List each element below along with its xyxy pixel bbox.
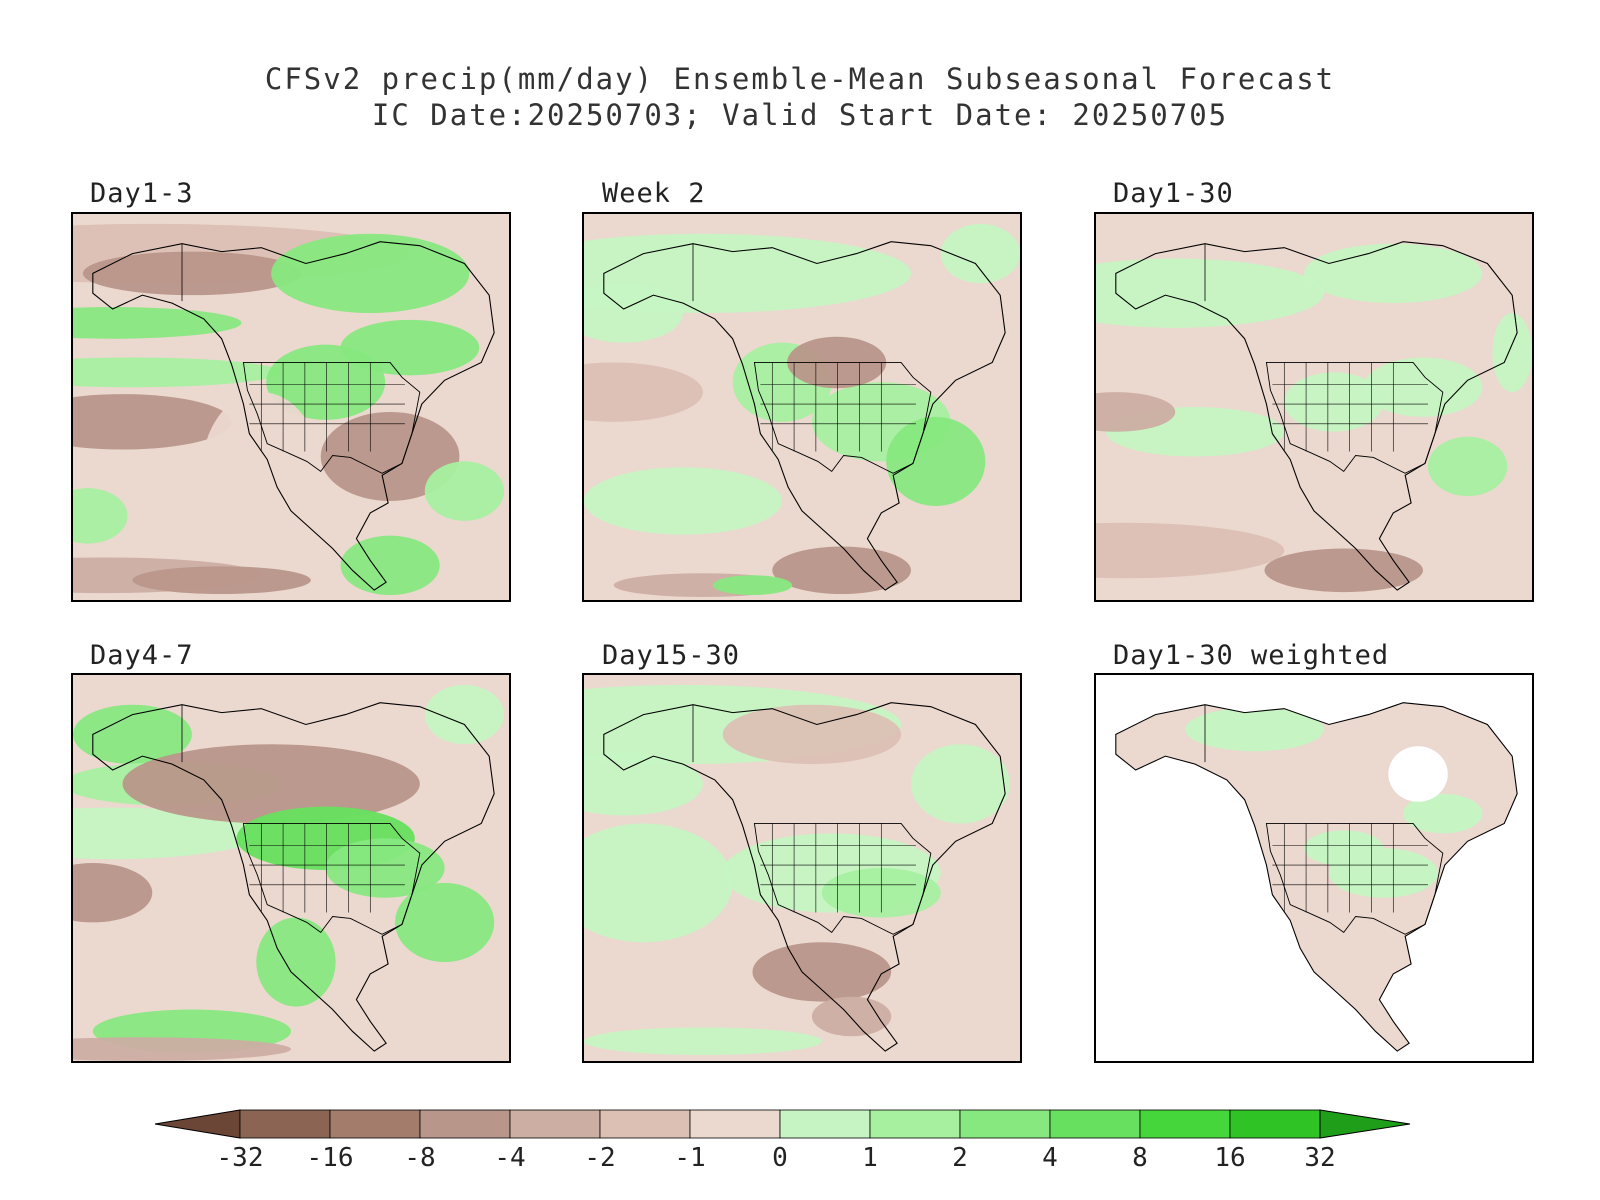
- map-panel-week2: [582, 212, 1022, 602]
- panel-label-day15-30: Day15-30: [602, 640, 741, 671]
- colorbar-tick-label: 0: [772, 1143, 788, 1173]
- colorbar-tick-label: 4: [1042, 1143, 1058, 1173]
- colorbar-tick-label: -4: [494, 1143, 525, 1173]
- colorbar-box: [239, 1109, 331, 1139]
- chart-title-line2: IC Date:20250703; Valid Start Date: 2025…: [371, 98, 1229, 132]
- panel-label-day4-7: Day4-7: [90, 640, 194, 671]
- colorbar-legend: -32 -16 -8 -4 -2 -1 0 1 2 4 8 16 32: [154, 1109, 1411, 1173]
- map-panel-day1-3: [71, 212, 511, 602]
- colorbar-left-arrow: [154, 1109, 241, 1139]
- colorbar-box: [599, 1109, 691, 1139]
- colorbar-box: [1049, 1109, 1141, 1139]
- map-panel-day4-7: [71, 673, 511, 1063]
- colorbar-tick-label: -2: [584, 1143, 615, 1173]
- colorbar-tick-label: -8: [404, 1143, 435, 1173]
- colorbar-tick-label: 8: [1132, 1143, 1148, 1173]
- colorbar-tick-label: -16: [307, 1143, 354, 1173]
- colorbar-box: [1229, 1109, 1321, 1139]
- map-panel-day1-30-weighted: [1094, 673, 1534, 1063]
- colorbar-box: [419, 1109, 511, 1139]
- colorbar-tick-label: 32: [1304, 1143, 1335, 1173]
- colorbar-tick-label: 1: [862, 1143, 878, 1173]
- colorbar-tick-label: -32: [217, 1143, 264, 1173]
- colorbar-box: [1139, 1109, 1231, 1139]
- panel-label-day1-3: Day1-3: [90, 178, 194, 209]
- colorbar-box: [779, 1109, 871, 1139]
- colorbar-box: [329, 1109, 421, 1139]
- map-panel-day15-30: [582, 673, 1022, 1063]
- colorbar-box: [959, 1109, 1051, 1139]
- colorbar-tick-label: -1: [674, 1143, 705, 1173]
- panel-label-day1-30-weighted: Day1-30 weighted: [1113, 640, 1390, 671]
- colorbar-tick-label: 2: [952, 1143, 968, 1173]
- colorbar-box: [689, 1109, 781, 1139]
- colorbar-box: [869, 1109, 961, 1139]
- colorbar-tick-label: 16: [1214, 1143, 1245, 1173]
- map-panel-day1-30: [1094, 212, 1534, 602]
- panel-label-day1-30: Day1-30: [1113, 178, 1234, 209]
- chart-title-line1: CFSv2 precip(mm/day) Ensemble-Mean Subse…: [264, 62, 1336, 96]
- panel-label-week2: Week 2: [602, 178, 706, 209]
- colorbar-box: [509, 1109, 601, 1139]
- colorbar-right-arrow: [1319, 1109, 1411, 1139]
